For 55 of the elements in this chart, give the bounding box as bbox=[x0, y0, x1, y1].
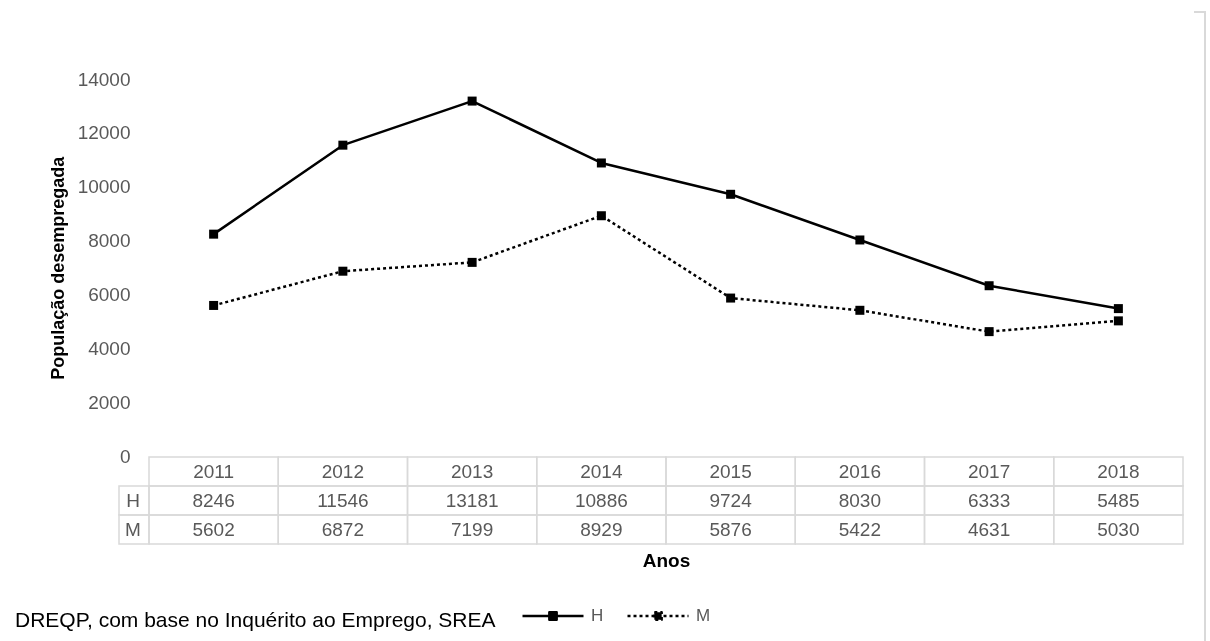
text: M bbox=[125, 518, 141, 540]
point bbox=[467, 257, 477, 267]
point bbox=[467, 96, 477, 106]
y-tick-label: 8000 bbox=[88, 230, 131, 252]
legend-label: M bbox=[696, 606, 711, 625]
point bbox=[726, 293, 736, 303]
y-tick-label: 4000 bbox=[88, 338, 131, 360]
x-tick-label: 2014 bbox=[580, 460, 623, 482]
data-label: 4631 bbox=[967, 518, 1011, 540]
y-axis-title: População desempregada bbox=[47, 155, 68, 380]
point bbox=[1113, 304, 1123, 314]
x-axis-title: Anos bbox=[642, 549, 691, 571]
point bbox=[209, 229, 219, 239]
data-label: 5485 bbox=[1097, 489, 1140, 511]
y-tick-label: 0 bbox=[119, 446, 131, 467]
x-tick-label: 2016 bbox=[838, 460, 882, 482]
x-tick-label: 2015 bbox=[709, 460, 752, 482]
data-label: 6333 bbox=[967, 489, 1011, 511]
data-label: 5030 bbox=[1097, 518, 1140, 540]
y-tick-label: 6000 bbox=[88, 284, 131, 306]
point bbox=[855, 305, 865, 315]
data-label: 5422 bbox=[838, 518, 882, 540]
legend-label: H bbox=[591, 606, 604, 625]
point bbox=[984, 327, 994, 337]
text: H bbox=[126, 489, 140, 511]
point bbox=[1113, 316, 1123, 326]
point bbox=[984, 281, 994, 291]
x-tick-label: 2018 bbox=[1097, 460, 1140, 482]
x-tick-label: 2012 bbox=[321, 460, 365, 482]
text: DREQP, com base no Inquérito ao Emprego, SREA bbox=[15, 607, 496, 631]
data-label: 9724 bbox=[709, 489, 753, 511]
point bbox=[596, 158, 606, 168]
data-label: 13181 bbox=[445, 489, 499, 511]
point bbox=[338, 140, 348, 150]
x-tick-label: 2013 bbox=[450, 460, 494, 482]
y-tick-label: 2000 bbox=[88, 392, 131, 414]
y-tick-label: 12000 bbox=[77, 122, 131, 144]
y-tick-label: 10000 bbox=[77, 176, 131, 198]
data-label: 8929 bbox=[580, 518, 623, 540]
point bbox=[596, 211, 606, 221]
data-label: 10886 bbox=[574, 489, 628, 511]
data-label: 7199 bbox=[450, 518, 494, 540]
point bbox=[726, 189, 736, 199]
point bbox=[855, 235, 865, 245]
point bbox=[338, 266, 348, 276]
x-tick-label: 2011 bbox=[193, 460, 235, 482]
point bbox=[209, 300, 219, 310]
data-label: 6872 bbox=[321, 518, 365, 540]
data-label: 8246 bbox=[192, 489, 235, 511]
data-label: 11546 bbox=[317, 489, 369, 511]
data-label: 8030 bbox=[838, 489, 882, 511]
data-label: 5602 bbox=[192, 518, 235, 540]
x-tick-label: 2017 bbox=[967, 460, 1011, 482]
data-label: 5876 bbox=[709, 518, 752, 540]
y-tick-label: 14000 bbox=[77, 68, 131, 90]
